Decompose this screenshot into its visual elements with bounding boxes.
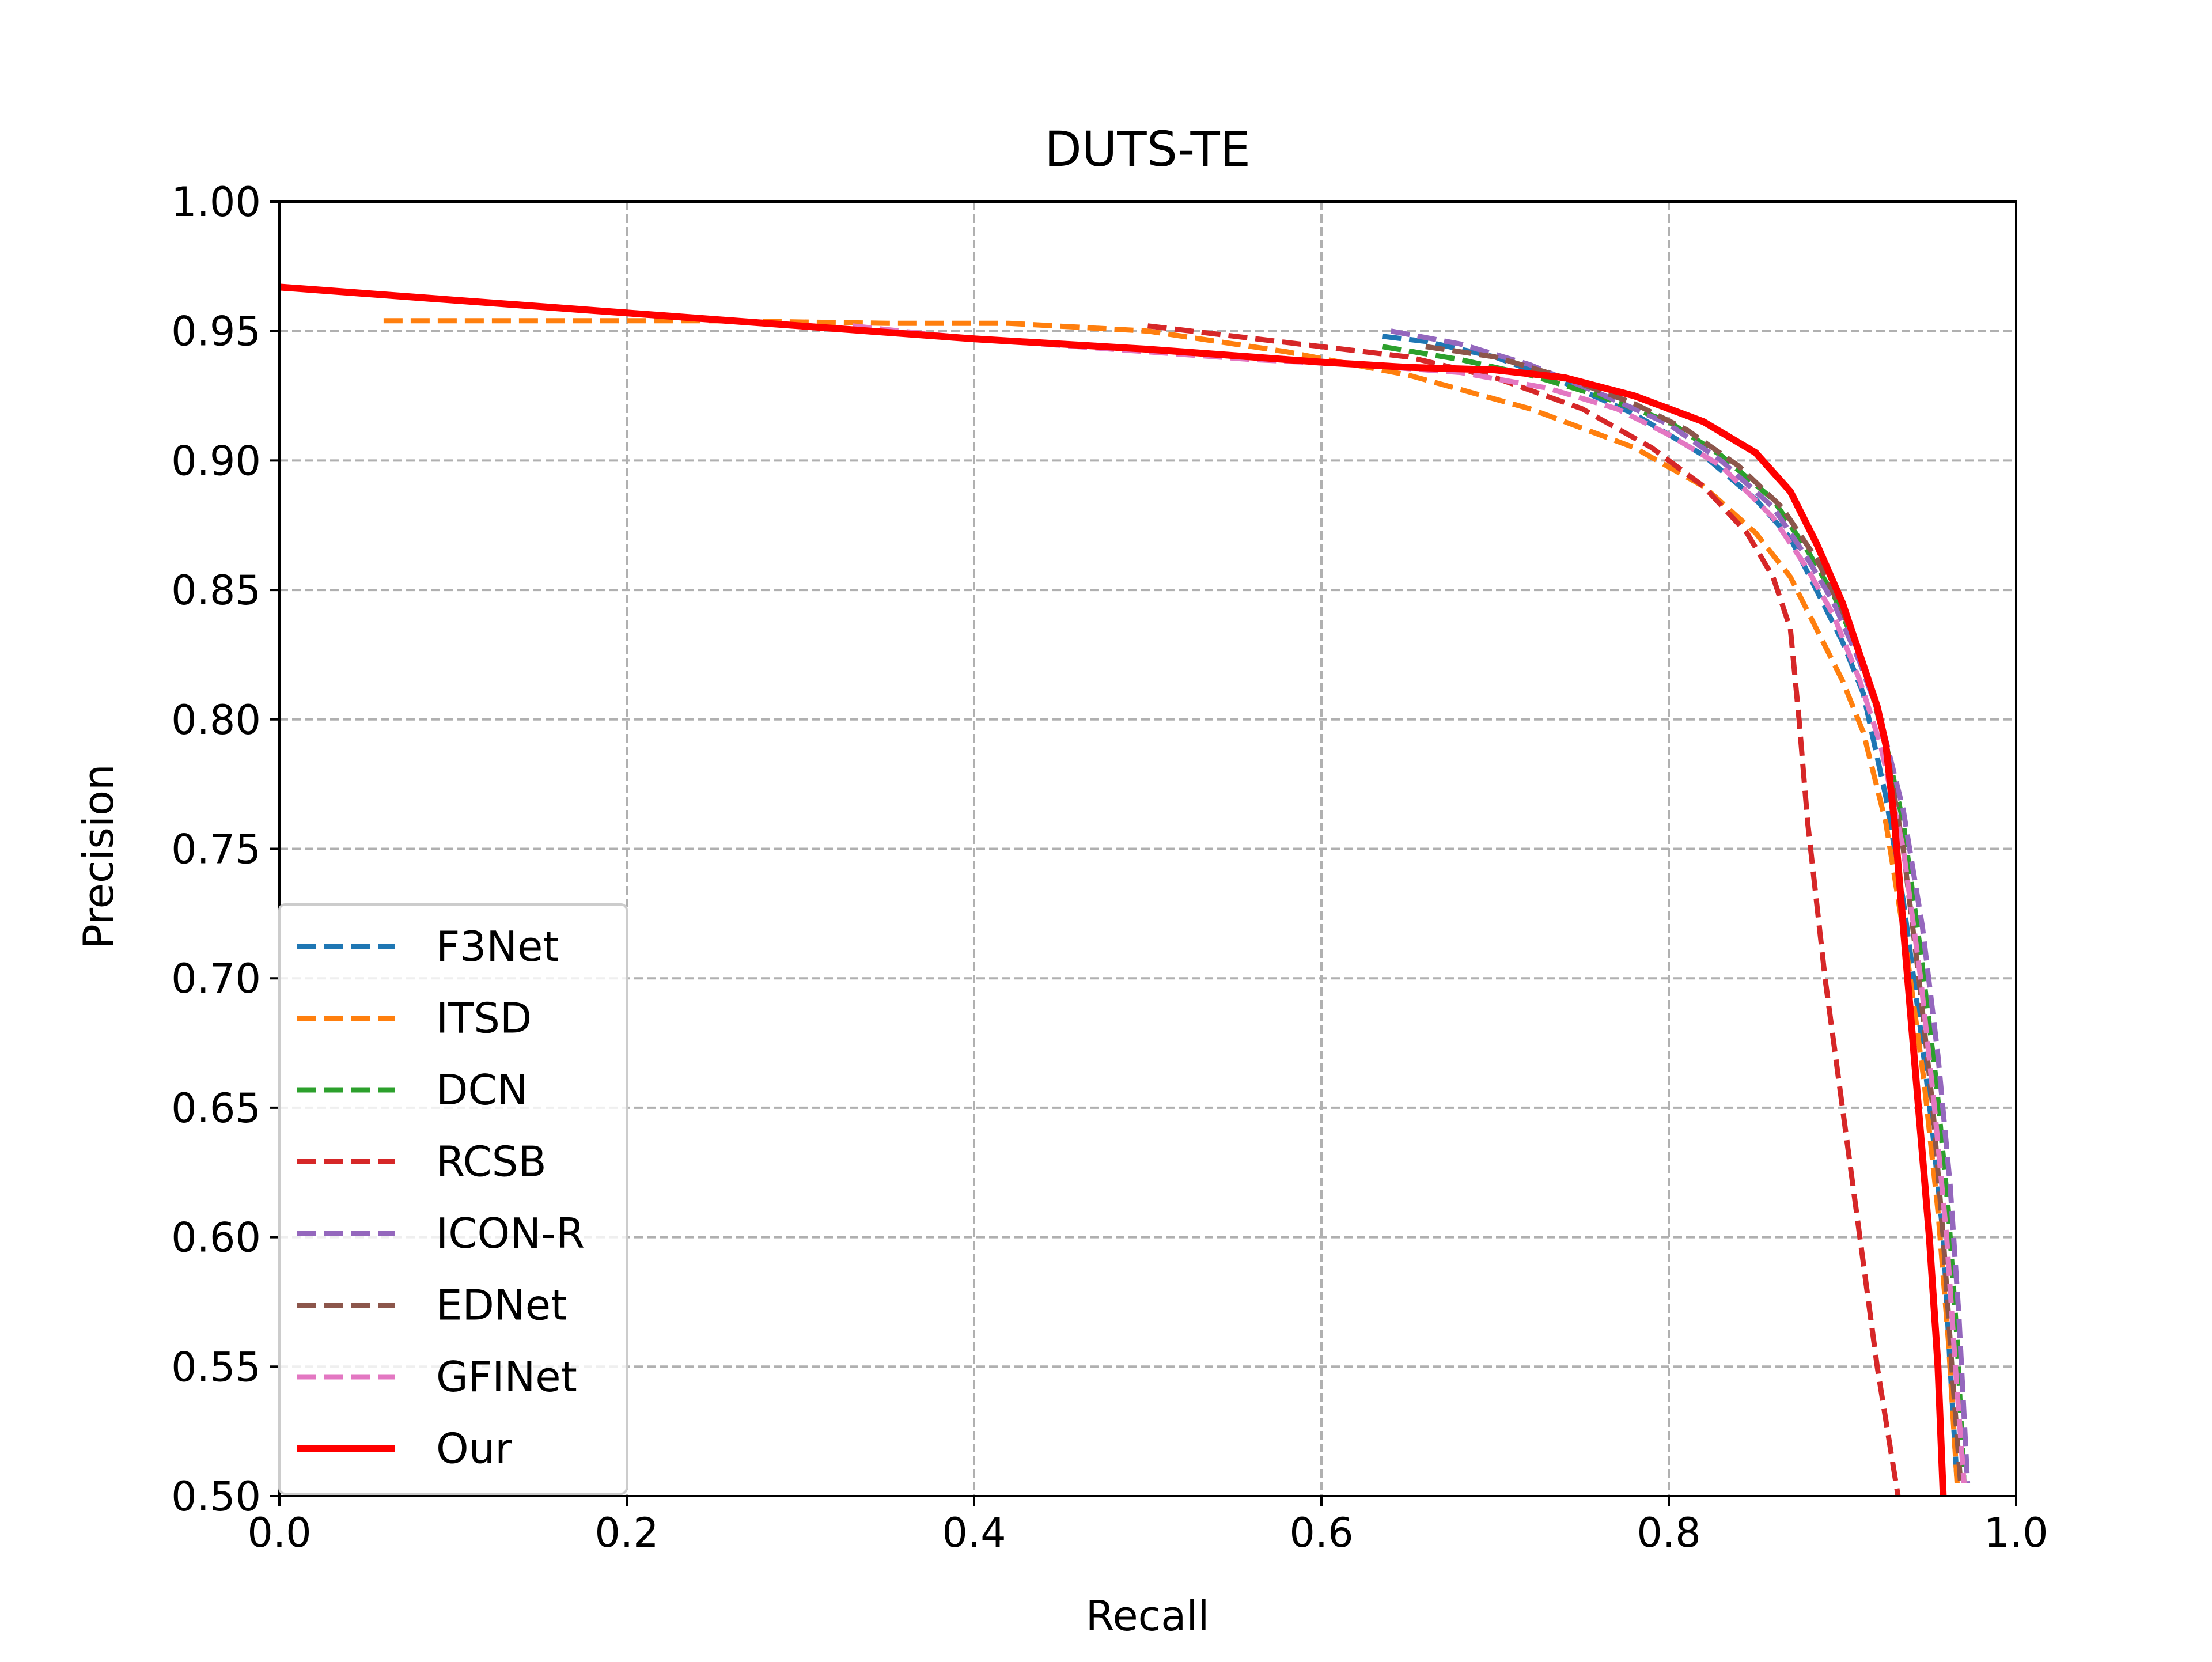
series-line-itsd	[383, 318, 1960, 1483]
y-tick-label: 0.80	[171, 696, 261, 744]
x-tick-label: 0.8	[1637, 1509, 1700, 1557]
legend-label: ITSD	[436, 994, 532, 1043]
x-tick-label: 0.0	[247, 1509, 311, 1557]
y-tick-label: 0.65	[171, 1085, 261, 1132]
x-tick-label: 0.4	[942, 1509, 1006, 1557]
series-group	[279, 283, 1971, 1496]
legend-label: DCN	[436, 1066, 528, 1114]
y-axis-label: Precision	[74, 764, 123, 949]
x-tick-label: 1.0	[1984, 1509, 2048, 1557]
y-tick-label: 0.75	[171, 826, 261, 873]
series-line-dcn	[1381, 344, 1967, 1483]
legend-label: GFINet	[436, 1353, 577, 1401]
series-line-rcsb	[1147, 323, 1901, 1496]
x-axis-label: Recall	[1086, 1592, 1210, 1640]
y-tick-label: 0.60	[171, 1214, 261, 1262]
legend-label: RCSB	[436, 1138, 547, 1186]
y-tick-label: 0.70	[171, 955, 261, 1002]
legend-label: Our	[436, 1425, 512, 1473]
y-tick-label: 0.90	[171, 437, 261, 484]
y-tick-label: 0.50	[171, 1473, 261, 1520]
legend-label: ICON-R	[436, 1209, 585, 1258]
legend-box	[278, 903, 628, 1495]
legend-label: EDNet	[436, 1281, 567, 1330]
series-line-our	[279, 283, 1947, 1496]
legend-label: F3Net	[436, 922, 559, 971]
x-tick-label: 0.6	[1289, 1509, 1353, 1557]
y-tick-label: 1.00	[171, 179, 261, 226]
y-tick-label: 0.55	[171, 1343, 261, 1391]
x-tick-label: 0.2	[594, 1509, 658, 1557]
y-tick-label: 0.85	[171, 567, 261, 614]
tick-group: 0.0 0.2 0.4 0.6 0.8 1.0 0.50 0.55 0.60 0.65 0.70 0.…	[171, 179, 2048, 1557]
y-tick-label: 0.95	[171, 308, 261, 355]
legend: F3Net ITSD DCN RCSB ICON-R EDNet GFINet Our	[278, 903, 628, 1495]
grid-lines	[278, 200, 2017, 1497]
chart-title: DUTS-TE	[1044, 121, 1251, 177]
